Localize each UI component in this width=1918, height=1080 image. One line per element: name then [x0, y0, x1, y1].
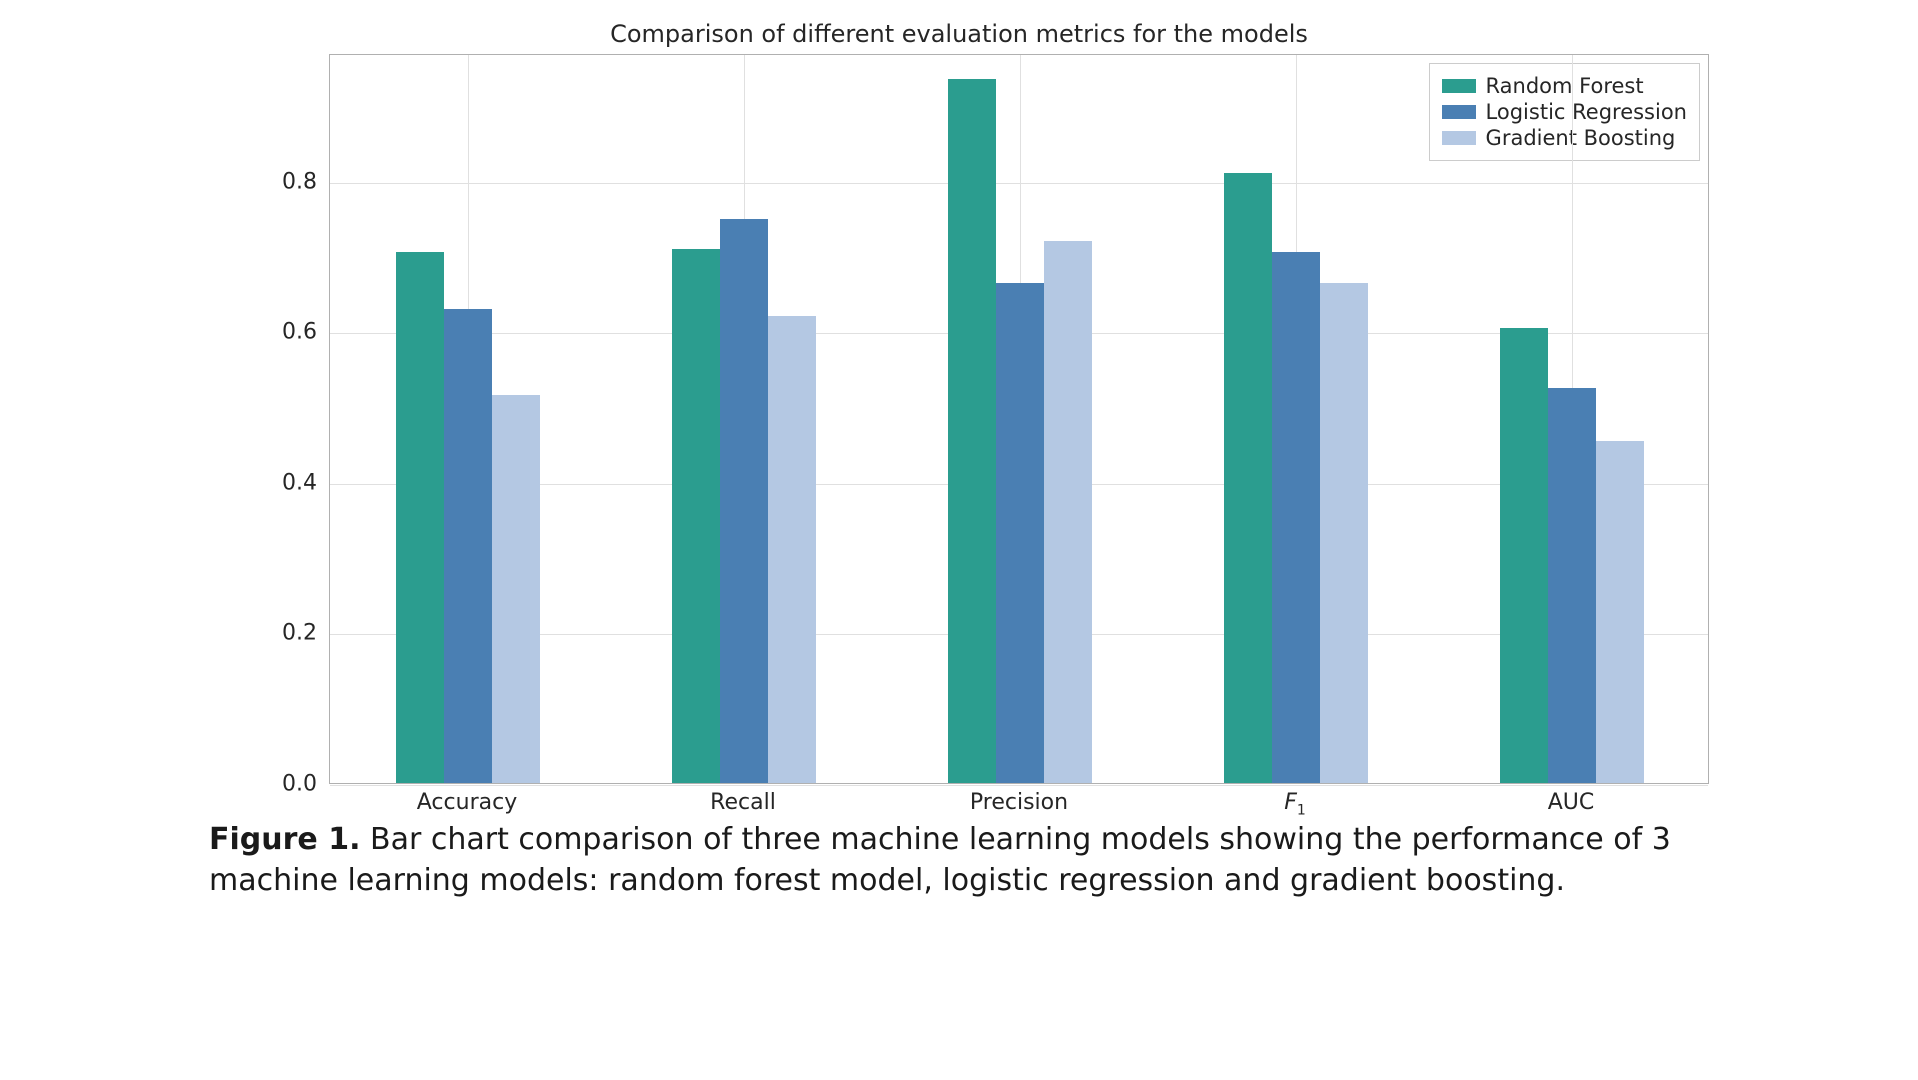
bar	[1548, 388, 1596, 783]
figure-caption: Figure 1. Bar chart comparison of three …	[209, 820, 1709, 901]
legend-swatch	[1442, 131, 1476, 145]
bar	[1272, 252, 1320, 783]
x-tick-label: Recall	[710, 790, 776, 815]
legend-item: Logistic Regression	[1442, 100, 1687, 124]
bar	[1320, 283, 1368, 783]
caption-text: Bar chart comparison of three machine le…	[209, 822, 1671, 898]
legend-swatch	[1442, 79, 1476, 93]
x-tick-label: AUC	[1548, 790, 1595, 815]
gridline	[330, 785, 1708, 786]
legend-label: Gradient Boosting	[1486, 126, 1676, 150]
legend-swatch	[1442, 105, 1476, 119]
bar	[948, 79, 996, 783]
chart-title: Comparison of different evaluation metri…	[209, 20, 1709, 48]
legend-label: Logistic Regression	[1486, 100, 1687, 124]
bar	[396, 252, 444, 783]
legend-label: Random Forest	[1486, 74, 1644, 98]
legend-item: Gradient Boosting	[1442, 126, 1687, 150]
chart-legend: Random ForestLogistic RegressionGradient…	[1429, 63, 1700, 161]
y-tick-label: 0.4	[237, 470, 317, 495]
legend-item: Random Forest	[1442, 74, 1687, 98]
x-tick-label: F1	[1284, 790, 1306, 818]
bar	[996, 283, 1044, 783]
bar	[720, 219, 768, 783]
bar	[768, 316, 816, 783]
bar	[672, 249, 720, 783]
bar	[1044, 241, 1092, 783]
bar	[492, 395, 540, 783]
figure: Comparison of different evaluation metri…	[209, 20, 1709, 784]
y-tick-label: 0.2	[237, 621, 317, 646]
y-tick-label: 0.6	[237, 320, 317, 345]
bar	[1224, 173, 1272, 783]
x-tick-label: Precision	[970, 790, 1068, 815]
bar	[444, 309, 492, 783]
gridline	[330, 183, 1708, 184]
x-tick-label: Accuracy	[417, 790, 517, 815]
bar	[1596, 441, 1644, 783]
caption-label: Figure 1.	[209, 822, 360, 857]
y-tick-label: 0.0	[237, 772, 317, 797]
bar	[1500, 328, 1548, 783]
y-tick-label: 0.8	[237, 169, 317, 194]
chart-plot-area: Random ForestLogistic RegressionGradient…	[329, 54, 1709, 784]
